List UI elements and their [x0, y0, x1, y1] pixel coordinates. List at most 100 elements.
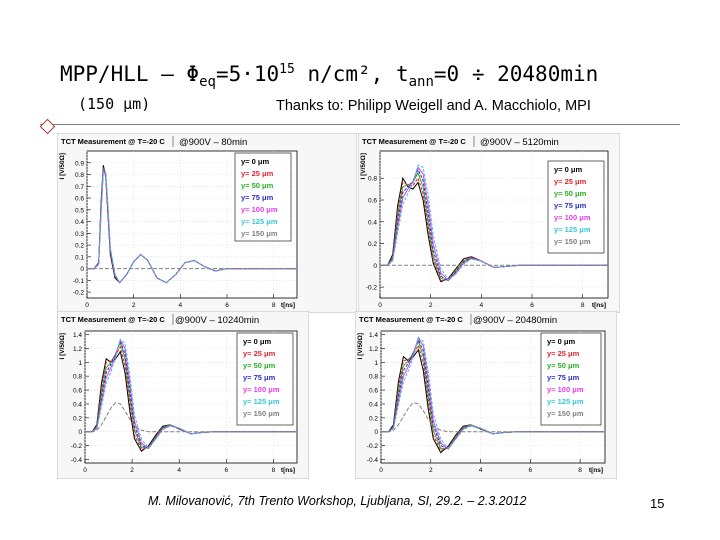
x-axis-label: t[ns]: [281, 467, 295, 474]
chart-annotation: @900V – 5120min: [480, 137, 559, 148]
y-tick-label: 0.8: [368, 176, 377, 183]
y-tick-label: 0.8: [75, 172, 84, 179]
legend-box: [540, 332, 602, 426]
legend-entry: y= 125 μm: [241, 217, 278, 226]
chart-annotation: @900V – 80min: [179, 137, 247, 148]
x-tick-label: 0: [378, 302, 382, 309]
legend-entry: y= 0 μm: [243, 337, 271, 346]
y-tick-label: 0: [78, 429, 82, 436]
title-subscript: eq: [199, 74, 216, 91]
y-tick-label: -0.2: [366, 285, 378, 292]
chart-annotation: @900V – 10240min: [175, 315, 259, 326]
chart-title: TCT Measurement @ T=-20 C: [61, 315, 165, 324]
chart-title: TCT Measurement @ T=-20 C: [61, 137, 165, 146]
x-tick-label: 6: [225, 467, 229, 474]
legend-entry: y= 75 μm: [554, 201, 587, 210]
y-tick-label: 0.5: [75, 207, 84, 214]
series-line: [85, 338, 297, 449]
legend-entry: y= 25 μm: [547, 349, 580, 358]
legend-entry: y= 100 μm: [241, 205, 278, 214]
y-tick-label: 1: [374, 360, 378, 367]
y-tick-label: 1.4: [73, 332, 82, 339]
legend-entry: y= 50 μm: [547, 361, 580, 370]
y-tick-label: 0.9: [75, 160, 84, 167]
chart-title: TCT Measurement @ T=-20 C: [359, 315, 463, 324]
y-tick-label: 0: [80, 266, 84, 273]
chart-panel-80min: TCT Measurement @ T=-20 C @900V – 80min -0…: [57, 133, 357, 313]
x-tick-label: 0: [85, 302, 89, 309]
legend-entry: y= 0 μm: [554, 165, 582, 174]
y-tick-label: -0.2: [71, 443, 83, 450]
slide-title: MPP/HLL – Φeq=5·1015 n/cm², tann=0 ÷ 204…: [60, 62, 598, 90]
y-axis-label: I [V/50Ω]: [360, 153, 367, 180]
legend-box: [547, 160, 605, 254]
series-line: [85, 402, 297, 433]
y-axis-label: I [V/50Ω]: [59, 153, 66, 180]
y-tick-label: 0.4: [369, 401, 378, 408]
legend-entry: y= 125 μm: [554, 225, 591, 234]
y-tick-label: 0.1: [75, 254, 84, 261]
y-tick-label: 0.8: [73, 374, 82, 381]
y-tick-label: -0.4: [71, 457, 83, 464]
title-subscript-ann: ann: [408, 74, 434, 91]
footer-citation: M. Milovanović, 7th Trento Workshop, Lju…: [148, 494, 527, 508]
y-tick-label: 1.4: [369, 332, 378, 339]
x-axis-label: t[ns]: [592, 302, 606, 309]
legend-entry: y= 50 μm: [241, 181, 274, 190]
legend-entry: y= 100 μm: [547, 385, 584, 394]
legend-entry: y= 150 μm: [547, 409, 584, 418]
chart-panel-20480min: TCT Measurement @ T=-20 C @900V – 20480mi…: [355, 311, 617, 479]
legend-entry: y= 25 μm: [241, 169, 274, 178]
x-tick-label: 4: [479, 467, 483, 474]
x-tick-label: 8: [272, 302, 276, 309]
y-tick-label: 1: [78, 360, 82, 367]
y-axis-label: I [V/50Ω]: [357, 333, 364, 360]
x-tick-label: 0: [83, 467, 87, 474]
x-axis-label: t[ns]: [589, 467, 603, 474]
y-tick-label: -0.4: [367, 457, 379, 464]
x-tick-label: 8: [578, 467, 582, 474]
page-number: 15: [650, 496, 665, 511]
legend-entry: y= 150 μm: [554, 237, 591, 246]
x-tick-label: 4: [480, 302, 484, 309]
title-main: MPP/HLL – Φ: [60, 62, 200, 86]
y-tick-label: 0: [374, 429, 378, 436]
y-tick-label: 0.4: [368, 219, 377, 226]
y-tick-label: 0.6: [73, 388, 82, 395]
title-unit: n/cm², t: [294, 62, 409, 86]
title-range: =0 ÷ 20480min: [433, 62, 599, 86]
legend-entry: y= 75 μm: [243, 373, 276, 382]
legend-box: [234, 152, 292, 242]
title-exponent: 15: [279, 62, 295, 77]
legend-entry: y= 125 μm: [243, 397, 280, 406]
legend-entry: y= 125 μm: [547, 397, 584, 406]
legend-entry: y= 150 μm: [241, 229, 278, 238]
legend-entry: y= 75 μm: [241, 193, 274, 202]
legend-entry: y= 75 μm: [547, 373, 580, 382]
legend-entry: y= 50 μm: [243, 361, 276, 370]
x-tick-label: 2: [429, 467, 433, 474]
y-tick-label: -0.1: [73, 278, 85, 285]
y-tick-label: 0.4: [75, 219, 84, 226]
divider-bullet-icon: [39, 118, 56, 135]
legend-entry: y= 50 μm: [554, 189, 587, 198]
series-line: [87, 171, 297, 284]
y-tick-label: 0.6: [75, 196, 84, 203]
y-tick-label: 0.4: [73, 401, 82, 408]
chart-title: TCT Measurement @ T=-20 C: [362, 137, 466, 146]
title-divider: [40, 124, 680, 125]
legend-entry: y= 100 μm: [243, 385, 280, 394]
legend-entry: y= 150 μm: [243, 409, 280, 418]
y-tick-label: -0.2: [73, 290, 85, 297]
thickness-label: (150 μm): [78, 95, 151, 113]
y-tick-label: 0.6: [369, 388, 378, 395]
x-tick-label: 4: [177, 467, 181, 474]
x-tick-label: 6: [529, 467, 533, 474]
y-axis-label: I [V/50Ω]: [59, 333, 66, 360]
y-tick-label: 0.3: [75, 231, 84, 238]
legend-entry: y= 100 μm: [554, 213, 591, 222]
chart-panel-5120min: TCT Measurement @ T=-20 C @900V – 5120min…: [358, 133, 620, 313]
legend-box: [236, 332, 294, 426]
x-tick-label: 8: [581, 302, 585, 309]
y-tick-label: 0.7: [75, 184, 84, 191]
